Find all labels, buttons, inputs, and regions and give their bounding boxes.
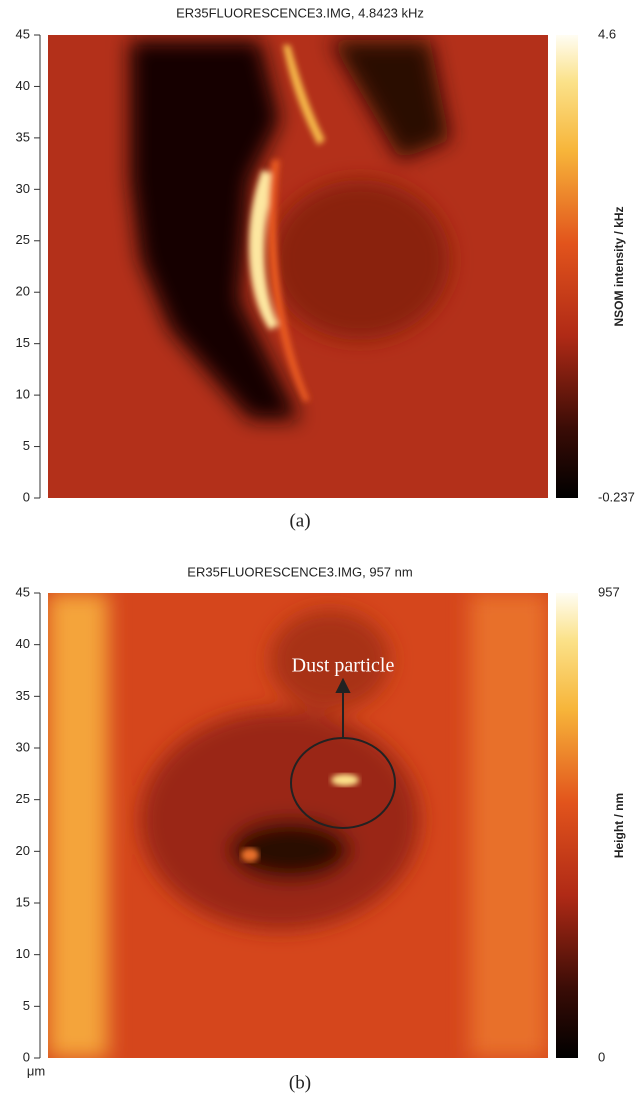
colorbar-tick-label: -0.237	[598, 489, 635, 504]
chart-title: ER35FLUORESCENCE3.IMG, 957 nm	[187, 564, 412, 579]
y-tick-label: 5	[23, 998, 30, 1013]
y-tick-label: 0	[23, 489, 30, 504]
y-tick-label: 45	[16, 584, 30, 599]
colorbar-tick-label: 4.6	[598, 26, 616, 41]
y-tick-label: 25	[16, 232, 30, 247]
caption: (b)	[289, 1072, 311, 1093]
colorbar	[556, 35, 578, 498]
y-tick-label: 0	[23, 1049, 30, 1064]
colorbar	[556, 593, 578, 1058]
y-tick-label: 25	[16, 791, 30, 806]
y-tick-label: 10	[16, 946, 30, 961]
annotation: Dust particle	[292, 655, 395, 677]
chart-title: ER35FLUORESCENCE3.IMG, 4.8423 kHz	[176, 5, 424, 20]
colorbar-label: NSOM intensity / kHz	[612, 206, 626, 326]
colorbar-tick-label: 957	[598, 584, 620, 599]
colorbar-label: Height / nm	[612, 793, 626, 858]
y-tick-label: 10	[16, 387, 30, 402]
y-tick-label: 30	[16, 181, 30, 196]
annotation-marker	[290, 677, 396, 829]
x-unit: μm	[27, 1063, 45, 1078]
y-tick-label: 15	[16, 335, 30, 350]
y-tick-label: 20	[16, 284, 30, 299]
y-tick-label: 20	[16, 843, 30, 858]
colorbar-tick-label: 0	[598, 1049, 605, 1064]
y-tick-label: 30	[16, 739, 30, 754]
y-tick-label: 40	[16, 636, 30, 651]
y-tick-label: 15	[16, 894, 30, 909]
y-tick-label: 40	[16, 78, 30, 93]
y-tick-label: 45	[16, 26, 30, 41]
y-tick-label: 35	[16, 688, 30, 703]
heatmap-image	[48, 35, 548, 498]
caption: (a)	[289, 510, 310, 531]
y-tick-label: 5	[23, 438, 30, 453]
y-tick-label: 35	[16, 129, 30, 144]
heatmap-image	[48, 593, 548, 1058]
